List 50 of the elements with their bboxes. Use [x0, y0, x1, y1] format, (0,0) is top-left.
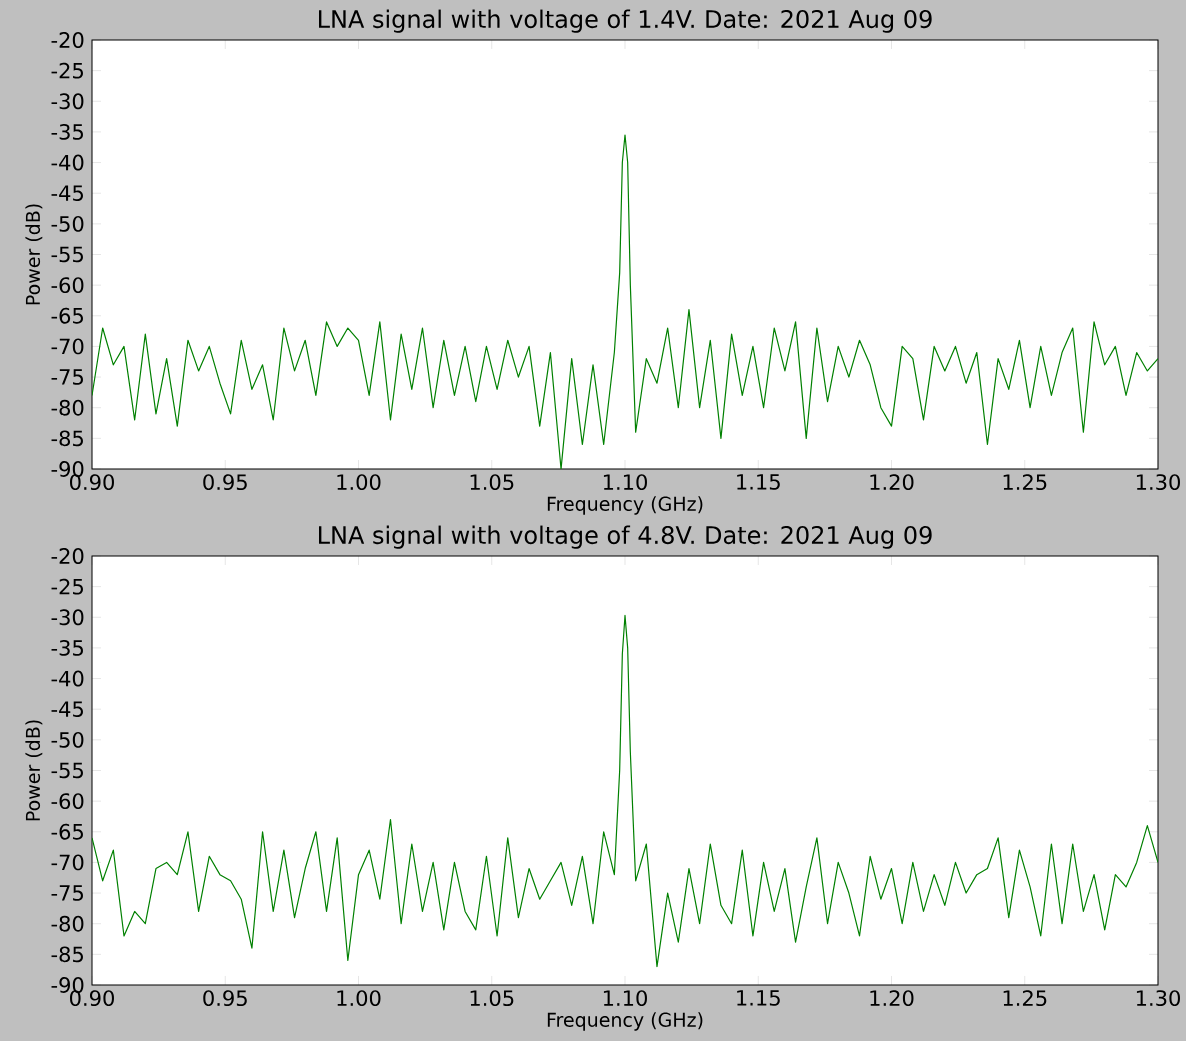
y-tick-label: -45 [51, 701, 83, 717]
y-tick-label: -85 [51, 946, 83, 963]
y-tick-label: -25 [51, 62, 83, 79]
x-tick-label: 0.95 [203, 474, 247, 491]
x-tick-label: 1.25 [1003, 474, 1047, 491]
x-axis-title: Frequency (GHz) [547, 1012, 703, 1031]
y-tick-label: -75 [51, 369, 83, 385]
x-tick-label: 1.05 [470, 990, 514, 1007]
chart-title: LNA signal with voltage of 1.4V. Date: 2021 Aug 09 [319, 9, 932, 33]
y-tick-label: -75 [51, 885, 83, 901]
y-tick-label: -55 [51, 246, 83, 263]
y-tick-label: -40 [51, 670, 84, 687]
y-tick-label: -55 [51, 762, 83, 779]
x-tick-label: 1.25 [1003, 990, 1047, 1007]
y-tick-label: -20 [51, 548, 84, 564]
y-tick-label: -45 [51, 185, 83, 201]
y-tick-label: -70 [51, 854, 84, 871]
x-tick-label: 1.15 [737, 990, 780, 1006]
x-tick-label: 1.05 [470, 474, 514, 491]
y-tick-label: -30 [51, 93, 84, 110]
y-tick-label: -30 [51, 609, 84, 626]
y-axis-title: Power (dB) [25, 204, 43, 305]
x-tick-label: 0.95 [203, 990, 247, 1007]
x-tick-label: 1.20 [870, 990, 914, 1007]
y-tick-label: -35 [51, 123, 83, 140]
x-tick-label: 1.30 [1136, 474, 1180, 491]
x-tick-label: 1.15 [737, 474, 780, 490]
y-tick-label: -65 [51, 307, 83, 324]
x-tick-label: 1.20 [870, 474, 914, 491]
y-tick-label: -65 [51, 823, 83, 840]
x-tick-label: 1.10 [603, 990, 647, 1007]
y-tick-label: -20 [51, 32, 84, 48]
x-axis-title: Frequency (GHz) [547, 496, 703, 515]
x-tick-label: 1.00 [337, 474, 381, 491]
y-tick-label: -40 [51, 154, 84, 171]
x-tick-label: 1.00 [337, 990, 381, 1007]
x-tick-label: 1.30 [1136, 990, 1180, 1007]
y-tick-label: -25 [51, 578, 83, 595]
y-tick-label: -60 [51, 277, 84, 294]
y-axis-title: Power (dB) [25, 720, 43, 821]
y-tick-label: -85 [51, 430, 83, 447]
y-tick-label: -80 [51, 399, 84, 416]
x-tick-label: 1.10 [603, 474, 647, 491]
y-tick-label: -60 [51, 793, 84, 810]
y-tick-label: -35 [51, 639, 83, 656]
chart-title: LNA signal with voltage of 4.8V. Date: 2021 Aug 09 [319, 525, 932, 549]
y-tick-label: -50 [51, 215, 84, 232]
y-tick-label: -70 [51, 338, 84, 355]
y-tick-label: -80 [51, 915, 84, 932]
y-tick-label: -50 [51, 731, 84, 748]
